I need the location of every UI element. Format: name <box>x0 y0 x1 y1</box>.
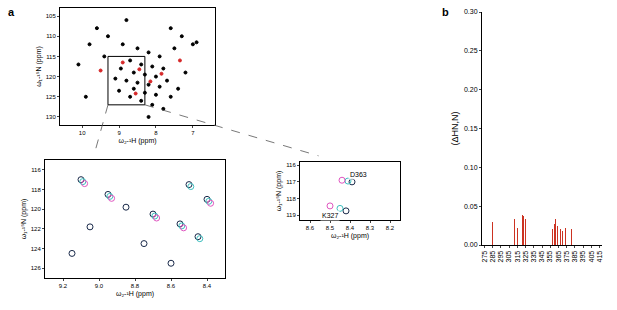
svg-text:0.30: 0.30 <box>464 8 478 15</box>
svg-text:b: b <box>442 6 449 18</box>
svg-text:124: 124 <box>31 246 42 252</box>
svg-text:a: a <box>8 6 15 18</box>
svg-text:0.15: 0.15 <box>464 125 478 132</box>
svg-text:K327: K327 <box>322 212 338 219</box>
svg-text:118: 118 <box>31 187 41 193</box>
svg-text:335: 335 <box>530 251 537 263</box>
svg-text:285: 285 <box>489 251 496 263</box>
svg-text:ω₂-¹H (ppm): ω₂-¹H (ppm) <box>118 137 156 145</box>
svg-text:ω₁-¹⁵N (ppm): ω₁-¹⁵N (ppm) <box>275 171 283 212</box>
svg-text:8.3: 8.3 <box>366 225 375 231</box>
svg-text:9: 9 <box>117 130 121 136</box>
svg-text:105: 105 <box>46 13 57 19</box>
svg-text:118: 118 <box>286 196 296 202</box>
svg-text:0.00: 0.00 <box>464 241 478 248</box>
svg-text:8.2: 8.2 <box>386 225 395 231</box>
svg-text:120: 120 <box>46 74 57 80</box>
svg-text:415: 415 <box>596 251 603 263</box>
svg-text:385: 385 <box>571 251 578 263</box>
svg-text:ω₂-¹H (ppm): ω₂-¹H (ppm) <box>116 290 154 298</box>
svg-text:8.6: 8.6 <box>167 283 176 289</box>
svg-text:0.25: 0.25 <box>464 47 478 54</box>
svg-text:405: 405 <box>588 251 595 263</box>
svg-text:116: 116 <box>31 167 41 173</box>
svg-text:325: 325 <box>522 251 529 263</box>
svg-text:7: 7 <box>191 130 195 136</box>
svg-text:345: 345 <box>538 251 545 263</box>
svg-text:0.20: 0.20 <box>464 86 478 93</box>
svg-text:125: 125 <box>46 94 57 100</box>
svg-text:375: 375 <box>563 251 570 263</box>
svg-text:126: 126 <box>31 265 42 271</box>
svg-text:115: 115 <box>46 54 56 60</box>
svg-text:0.05: 0.05 <box>464 203 478 210</box>
svg-text:110: 110 <box>46 33 56 39</box>
svg-text:8.4: 8.4 <box>346 225 355 231</box>
svg-text:8.8: 8.8 <box>131 283 140 289</box>
svg-text:D363: D363 <box>350 171 367 178</box>
svg-text:10: 10 <box>79 130 86 136</box>
svg-text:355: 355 <box>546 251 553 263</box>
svg-text:9.0: 9.0 <box>95 283 104 289</box>
svg-text:116: 116 <box>286 162 296 168</box>
svg-text:8.5: 8.5 <box>326 225 335 231</box>
svg-text:120: 120 <box>31 206 42 212</box>
svg-text:130: 130 <box>46 114 57 120</box>
svg-text:8.6: 8.6 <box>306 225 315 231</box>
svg-text:ω₁-¹⁵N (ppm): ω₁-¹⁵N (ppm) <box>20 199 28 240</box>
svg-text:0.10: 0.10 <box>464 164 478 171</box>
svg-text:ω₁-¹⁵N (ppm): ω₁-¹⁵N (ppm) <box>35 46 43 87</box>
svg-text:315: 315 <box>514 251 521 263</box>
svg-text:ω₂-¹H (ppm): ω₂-¹H (ppm) <box>331 232 369 240</box>
svg-text:275: 275 <box>481 251 488 263</box>
svg-text:8: 8 <box>154 130 158 136</box>
svg-text:9.2: 9.2 <box>59 283 68 289</box>
svg-text:119: 119 <box>286 212 296 218</box>
svg-text:117: 117 <box>286 179 296 185</box>
svg-text:295: 295 <box>497 251 504 263</box>
svg-text:395: 395 <box>579 251 586 263</box>
svg-text:365: 365 <box>555 251 562 263</box>
svg-text:8.4: 8.4 <box>203 283 212 289</box>
svg-text:(ΔHN,N): (ΔHN,N) <box>450 111 460 145</box>
svg-text:122: 122 <box>31 226 42 232</box>
svg-text:305: 305 <box>505 251 512 263</box>
